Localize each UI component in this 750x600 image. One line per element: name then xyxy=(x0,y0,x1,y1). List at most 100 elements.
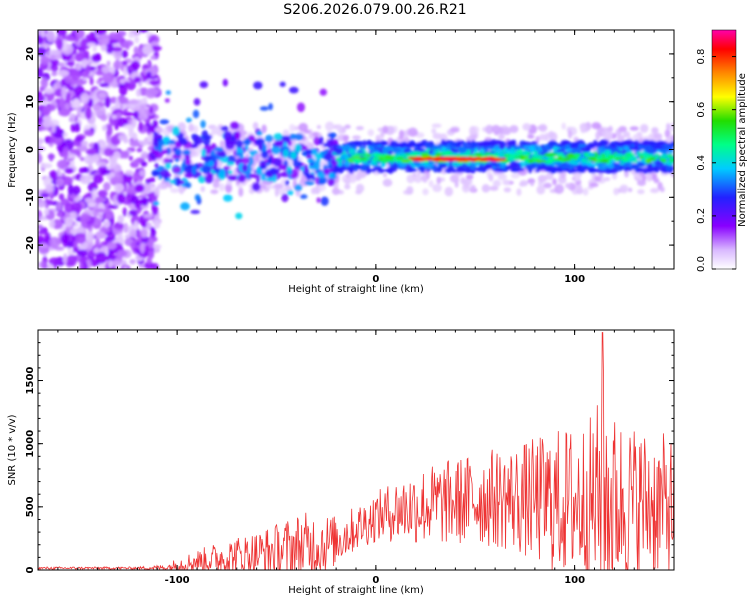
spectrogram-cell xyxy=(107,124,113,136)
spectrogram-cell xyxy=(667,154,674,158)
spectrogram-cell xyxy=(666,123,671,131)
spectrogram-cell xyxy=(258,141,263,151)
spectrogram-cell xyxy=(58,62,65,68)
spectrogram-cell xyxy=(353,153,364,156)
spectrogram-cell xyxy=(213,147,224,152)
spectrogram-cell xyxy=(265,177,275,182)
spectrogram-cell xyxy=(143,64,150,70)
spectrogram-cell xyxy=(461,163,468,169)
spectrogram-cell xyxy=(531,140,538,145)
spectrogram-cell xyxy=(622,164,627,169)
spectrogram-cell xyxy=(465,167,471,174)
spectrogram-cell xyxy=(293,133,304,141)
spectrogram-cell xyxy=(449,127,460,133)
spectrogram-cell xyxy=(152,119,158,127)
spectrogram-cell xyxy=(248,173,258,179)
spectrogram-cell xyxy=(565,143,570,151)
spectrogram-cell xyxy=(561,157,572,162)
spectrogram-cell xyxy=(90,36,99,43)
spectrogram-cell xyxy=(583,153,589,157)
spectrogram-cell xyxy=(226,155,237,164)
spectrogram-cell xyxy=(287,189,294,196)
spectrogram-cell xyxy=(91,95,98,101)
spectrogram-cell xyxy=(522,150,528,155)
spectrogram-cell xyxy=(97,91,107,99)
spectrogram-cell xyxy=(158,139,165,147)
spectrogram-cell xyxy=(238,187,244,197)
spectrogram-cell xyxy=(571,141,581,149)
spectrogram-cell xyxy=(132,110,139,120)
spectrogram-cell xyxy=(642,139,652,146)
spectrogram-cell xyxy=(298,122,308,132)
spectrogram-cell xyxy=(159,119,170,125)
spectrogram-cell xyxy=(536,185,546,195)
spectrogram-cell xyxy=(510,172,520,179)
spectrogram-cell xyxy=(191,143,198,148)
spectrogram-cell xyxy=(552,178,557,186)
spectrogram-cell xyxy=(60,233,70,244)
colorbar xyxy=(711,29,737,270)
spectrogram-cell xyxy=(591,122,602,130)
spectrogram-cell xyxy=(61,39,68,52)
spectrogram-cell xyxy=(87,201,96,208)
spectrogram-cell xyxy=(115,97,120,110)
spectrogram-cell xyxy=(70,211,78,220)
spectrogram-y-tick: 10 xyxy=(25,95,36,109)
spectrogram-cell xyxy=(151,169,160,177)
spectrogram-cell xyxy=(98,77,103,82)
spectrogram-cell xyxy=(454,158,462,161)
spectrogram-cell xyxy=(72,246,79,253)
spectrogram-cell xyxy=(242,139,252,146)
spectrogram-cell xyxy=(184,172,193,178)
spectrogram-cell xyxy=(579,152,585,160)
spectrogram-plot xyxy=(38,30,674,269)
spectrogram-cell xyxy=(375,141,381,145)
spectrogram-cell xyxy=(454,181,459,188)
spectrogram-cell xyxy=(637,162,645,167)
spectrogram-cell xyxy=(422,177,428,183)
spectrogram-cell xyxy=(148,238,154,249)
spectrogram-cell xyxy=(456,153,466,157)
spectrogram-cell xyxy=(73,98,81,109)
spectrogram-cell xyxy=(289,133,297,140)
spectrogram-cell xyxy=(305,154,313,159)
spectrogram-cell xyxy=(178,139,189,146)
spectrogram-cell xyxy=(73,240,79,248)
spectrogram-cell xyxy=(406,185,414,195)
spectrogram-cell xyxy=(292,160,303,168)
spectrogram-cell xyxy=(320,196,329,206)
spectrogram-cell xyxy=(130,229,137,238)
spectrogram-cell xyxy=(397,156,404,160)
snr-y-tick: 500 xyxy=(25,496,36,517)
spectrogram-cell xyxy=(511,167,518,172)
spectrogram-cell xyxy=(380,163,387,168)
spectrogram-cell xyxy=(616,135,625,142)
spectrogram-cell xyxy=(581,157,587,163)
spectrogram-cell xyxy=(65,61,75,66)
spectrogram-cell xyxy=(537,174,548,183)
spectrogram-cell xyxy=(38,35,44,45)
spectrogram-cell xyxy=(314,185,320,194)
spectrogram-cell xyxy=(522,123,532,131)
spectrogram-cell xyxy=(352,156,362,159)
spectrogram-cell xyxy=(79,261,85,269)
spectrogram-cell xyxy=(537,125,547,131)
spectrogram-cell xyxy=(105,212,113,220)
spectrogram-cell xyxy=(81,71,88,78)
spectrogram-cell xyxy=(130,195,139,205)
spectrogram-cell xyxy=(136,88,141,97)
spectrogram-cell xyxy=(205,134,213,140)
spectrogram-cell xyxy=(168,139,176,145)
spectrogram-cell xyxy=(116,117,128,127)
spectrogram-cell xyxy=(366,140,372,146)
spectrogram-cell xyxy=(225,140,235,150)
spectrogram-cell xyxy=(629,126,639,131)
spectrogram-cell xyxy=(95,230,107,239)
spectrogram-cell xyxy=(544,132,549,142)
spectrogram-cell xyxy=(556,153,564,158)
spectrogram-cell xyxy=(145,178,151,185)
spectrogram-cell xyxy=(604,177,611,182)
spectrogram-cell xyxy=(121,50,129,59)
spectrogram-cell xyxy=(51,71,58,77)
spectrogram-cell xyxy=(477,165,484,172)
